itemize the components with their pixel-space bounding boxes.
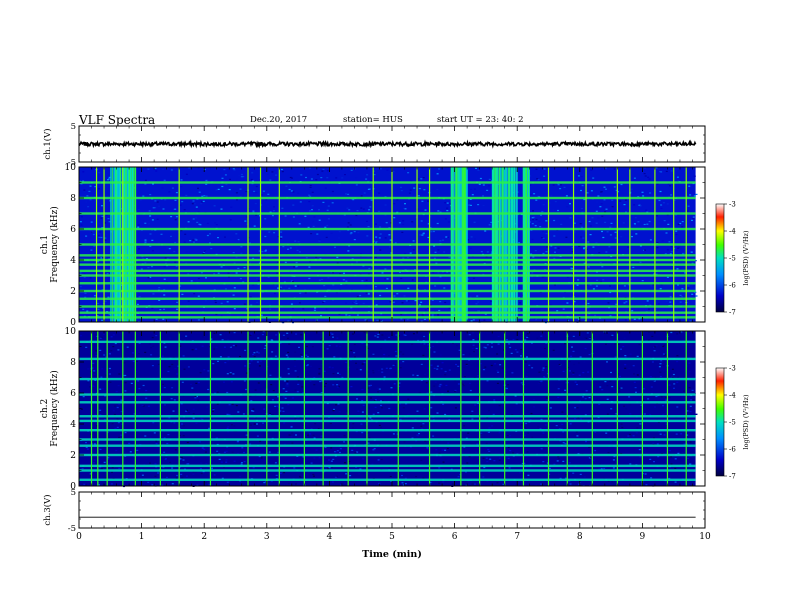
y-tick-label: 8 [70,194,76,204]
emission-band [79,297,696,300]
spectrogram-background [79,331,696,486]
y-tick-label: 0 [70,482,76,492]
colorbar-tick-label: -7 [729,309,736,317]
colorbar-tick-label: -3 [729,201,736,209]
emission-band [79,429,696,432]
y-tick-label: 6 [70,389,76,399]
emission-band [79,263,696,266]
emission-band [79,243,696,246]
emission-band [79,444,696,447]
y-tick-label: 0 [70,318,76,328]
emission-band [79,469,696,472]
x-tick-label: 4 [327,532,333,542]
colorbar-ch.2: -3 -4 -5 -6 -7 log(PSD) (V²/Hz) [715,365,750,481]
emission-band [79,269,696,273]
y-axis-channel-label: ch.2 [40,399,50,418]
emission-band [79,212,696,215]
signal-trace [78,139,697,149]
emission-band [79,377,696,381]
emission-band [79,258,696,262]
emission-band [79,340,696,344]
colorbar-label: log(PSD) (V²/Hz) [742,394,750,449]
emission-band [79,227,696,231]
emission-band [79,419,696,423]
colorbar-tick-label: -4 [729,392,736,400]
y-tick-label: -5 [68,524,76,534]
y-tick-label: 10 [65,327,77,337]
x-tick-label: 8 [577,532,583,542]
waveform-panel-ch.3(V): 5 -5 ch.3(V) 0 1 2 3 4 5 6 7 8 9 10 [42,488,711,542]
emission-band [79,316,696,319]
emission-band [79,464,696,468]
header-start-time: start UT = 23: 40: 2 [437,115,524,125]
colorbar-tick-label: -4 [729,228,736,236]
y-axis-label: ch.3(V) [42,494,53,525]
x-tick-label: 0 [76,532,82,542]
emission-band [79,478,696,481]
emission-band [79,305,696,308]
emission-band [79,274,696,277]
colorbar-tick-label: -7 [729,473,736,481]
colorbar-tick-label: -6 [729,446,736,454]
waveform-panel-ch.1(V): 5 -5 ch.1(V) [42,122,706,168]
emission-band [79,415,696,418]
y-tick-label: 5 [71,122,76,132]
emission-band [79,181,696,184]
chart-title: VLF Spectra [79,113,156,127]
plot-frame [78,491,706,529]
header-station: station= HUS [343,115,403,125]
y-axis-label: Frequency (kHz) [49,206,60,283]
y-axis-label: Frequency (kHz) [49,370,60,447]
x-tick-label: 2 [201,532,207,542]
emission-band [79,254,696,257]
x-axis-label: Time (min) [362,549,422,560]
x-tick-label: 1 [139,532,145,542]
emission-band [79,357,696,361]
emission-band [79,438,696,441]
y-axis-channel-label: ch.1 [40,235,50,254]
colorbar-tick-label: -3 [729,365,736,373]
header-date: Dec.20, 2017 [250,115,308,125]
x-tick-label: 5 [389,532,395,542]
y-tick-label: 2 [70,451,76,461]
y-tick-label: 6 [70,225,76,235]
emission-band [79,196,696,200]
spectrogram-panel-ch.1: 0 2 4 6 8 10 ch.1 Frequency (kHz) [40,163,706,328]
x-tick-label: 9 [640,532,646,542]
colorbar-tick-label: -6 [729,282,736,290]
x-tick-label: 6 [452,532,458,542]
y-axis-label: ch.1(V) [42,128,53,159]
colorbar-label: log(PSD) (V²/Hz) [742,230,750,285]
emission-band [79,393,696,396]
x-tick-label: 3 [264,532,270,542]
colorbar-tick-label: -5 [729,419,736,427]
x-tick-label: 10 [699,532,711,542]
colorbar-scale [715,367,725,477]
y-tick-label: 4 [70,420,76,430]
colorbar-scale [715,203,725,313]
spectrogram-panel-ch.2: 0 2 4 6 8 10 ch.2 Frequency (kHz) [40,327,706,492]
emission-band [79,289,696,293]
colorbar-ch.1: -3 -4 -5 -6 -7 log(PSD) (V²/Hz) [715,201,750,317]
y-tick-label: 2 [70,287,76,297]
y-tick-label: 8 [70,358,76,368]
y-tick-label: 4 [70,256,76,266]
y-tick-label: 10 [65,163,77,173]
y-tick-label: -5 [68,158,76,168]
y-tick-label: 5 [71,488,76,498]
emission-band [79,453,696,457]
emission-band [79,311,696,314]
emission-band [79,282,696,285]
colorbar-tick-label: -5 [729,255,736,263]
x-tick-label: 7 [514,532,520,542]
emission-band [79,401,696,404]
